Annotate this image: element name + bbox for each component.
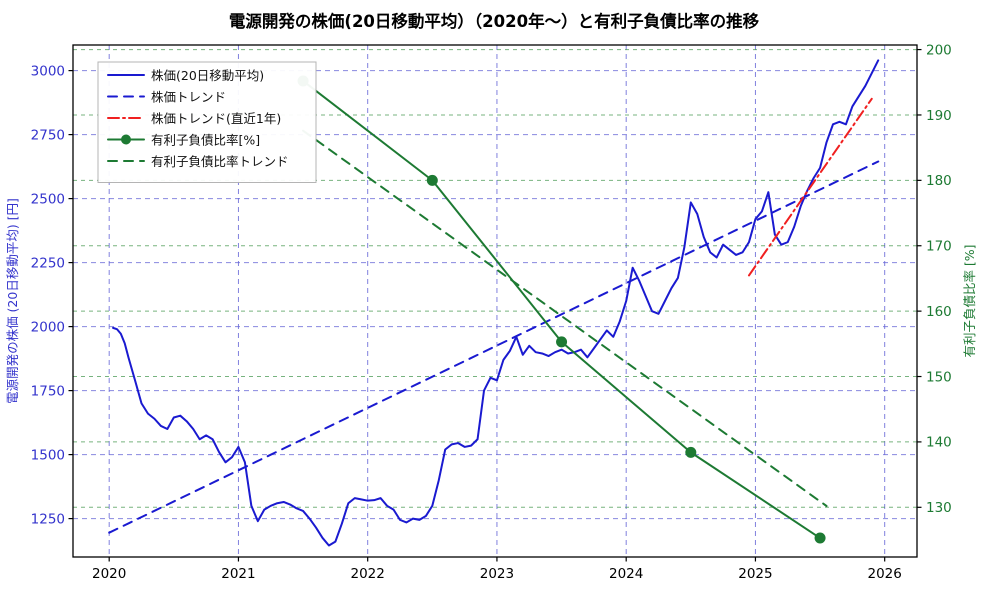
legend-label-2[interactable]: 株価トレンド(直近1年) [151, 111, 281, 126]
legend-label-4[interactable]: 有利子負債比率トレンド [151, 154, 289, 169]
legend-label-0[interactable]: 株価(20日移動平均) [151, 68, 264, 83]
left-axis-label: 電源開発の株価 (20日移動平均) [円] [5, 198, 20, 404]
data-point-marker [426, 174, 438, 186]
plot-area-border [72, 44, 918, 558]
ytick-label-right: 180 [926, 173, 952, 189]
ytick-label-left: 3000 [31, 63, 65, 79]
ytick-label-right: 150 [926, 369, 952, 385]
xtick-label: 2026 [868, 566, 902, 582]
ytick-label-left: 1250 [31, 511, 65, 527]
chart-title: 電源開発の株価(20日移動平均）（2020年～）と有利子負債比率の推移 [229, 11, 760, 31]
ytick-label-left: 1500 [31, 447, 65, 463]
xtick-label: 2024 [609, 566, 643, 582]
data-point-marker [685, 446, 697, 458]
ytick-label-right: 190 [926, 108, 952, 124]
series-line-4 [302, 129, 828, 507]
ytick-label-left: 1750 [31, 383, 65, 399]
series-line-1 [108, 160, 880, 534]
ytick-label-left: 2750 [31, 127, 65, 143]
ytick-label-right: 170 [926, 239, 952, 255]
legend-marker-3 [121, 134, 131, 145]
axis-ticks-layer: 2020 2021 2022 2023 2024 2025 2026 1250 1500 1750… [31, 42, 952, 582]
xtick-label: 2022 [351, 566, 385, 582]
ytick-label-left: 2250 [31, 255, 65, 271]
ytick-label-right: 140 [926, 435, 952, 451]
xtick-label: 2025 [738, 566, 772, 582]
xtick-label: 2020 [92, 566, 126, 582]
xtick-label: 2023 [480, 566, 514, 582]
data-point-marker [556, 336, 568, 348]
legend-box [97, 61, 317, 183]
right-axis-label: 有利子負債比率 [%] [962, 244, 977, 357]
ytick-label-right: 200 [926, 42, 952, 58]
xtick-label: 2021 [221, 566, 255, 582]
legend-label-1[interactable]: 株価トレンド [151, 90, 226, 105]
ytick-label-right: 160 [926, 304, 952, 320]
series-line-2 [747, 97, 873, 277]
ytick-label-left: 2500 [31, 191, 65, 207]
legend-label-3[interactable]: 有利子負債比率[%] [151, 133, 260, 148]
data-point-marker [814, 532, 826, 544]
ytick-label-left: 2000 [31, 319, 65, 335]
series-line-0 [112, 59, 880, 547]
ytick-label-right: 130 [926, 500, 952, 516]
